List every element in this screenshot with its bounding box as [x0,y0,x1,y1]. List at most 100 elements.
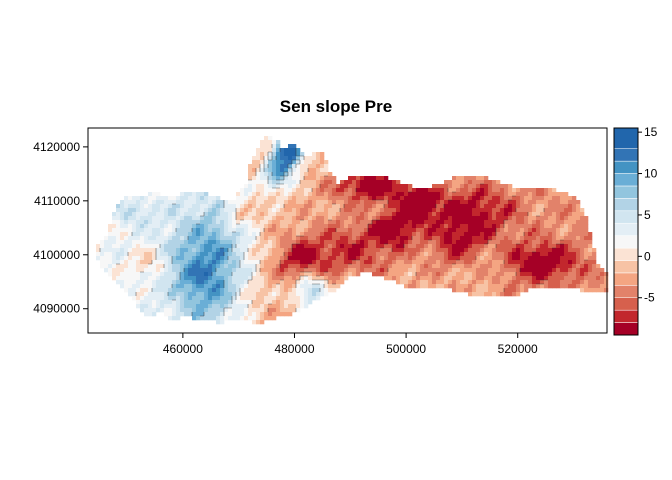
heat-cell [104,252,109,257]
heat-cell [396,228,401,233]
heat-cell [188,232,193,237]
heat-cell [156,208,161,213]
heat-cell [388,192,393,197]
heat-cell [584,240,589,245]
heat-cell [300,220,305,225]
heat-cell [572,244,577,249]
heat-cell [272,276,277,281]
heat-cell [500,244,505,249]
heat-cell [116,240,121,245]
heat-cell [236,276,241,281]
heat-cell [524,288,529,293]
heat-cell [508,232,513,237]
heat-cell [220,240,225,245]
heat-cell [464,188,469,193]
heat-cell [492,268,497,273]
heat-cell [556,204,561,209]
heat-cell [232,304,237,309]
heat-cell [236,264,241,269]
heat-cell [196,256,201,261]
heat-cell [296,208,301,213]
heat-cell [600,284,605,289]
heat-cell [252,276,257,281]
heat-cell [312,204,317,209]
heat-cell [160,216,165,221]
heat-cell [532,256,537,261]
heat-cell [232,284,237,289]
heat-cell [384,188,389,193]
heat-cell [468,208,473,213]
heat-cell [276,204,281,209]
heat-cell [340,208,345,213]
heat-cell [288,292,293,297]
heat-cell [480,188,485,193]
heat-cell [244,268,249,273]
heat-cell [192,268,197,273]
heat-cell [276,140,281,145]
heat-cell [428,212,433,217]
heat-cell [372,236,377,241]
heat-cell [332,232,337,237]
heat-cell [572,284,577,289]
heat-cell [284,312,289,317]
heat-cell [328,252,333,257]
heat-cell [272,256,277,261]
heat-cell [468,212,473,217]
heat-cell [460,180,465,185]
color-key-label: 10 [644,167,658,181]
heat-cell [180,236,185,241]
heat-cell [240,260,245,265]
heat-cell [516,220,521,225]
heat-cell [192,228,197,233]
heat-cell [520,268,525,273]
heat-cell [508,288,513,293]
heat-cell [200,232,205,237]
heat-cell [196,240,201,245]
heat-cell [252,292,257,297]
heat-cell [396,184,401,189]
heat-cell [264,316,269,321]
heat-cell [508,244,513,249]
heat-cell [436,228,441,233]
heat-cell [116,256,121,261]
heat-cell [432,248,437,253]
heat-cell [232,264,237,269]
heat-cell [432,184,437,189]
heat-cell [296,240,301,245]
heat-cell [412,236,417,241]
heat-cell [204,232,209,237]
heat-cell [244,272,249,277]
heat-cell [500,192,505,197]
heat-cell [504,256,509,261]
heat-cell [400,276,405,281]
heat-cell [260,260,265,265]
heat-cell [328,172,333,177]
heat-cell [376,264,381,269]
heat-cell [216,196,221,201]
heat-cell [424,196,429,201]
heat-cell [276,164,281,169]
heat-cell [164,232,169,237]
heat-cell [168,272,173,277]
heat-cell [240,312,245,317]
heat-cell [580,248,585,253]
heat-cell [300,260,305,265]
heat-cell [448,228,453,233]
x-tick-label: 500000 [386,342,426,356]
heat-cell [256,292,261,297]
heat-cell [504,188,509,193]
heat-cell [316,164,321,169]
heat-cell [224,284,229,289]
heat-cell [188,276,193,281]
heat-cell [528,228,533,233]
heat-cell [392,244,397,249]
heat-cell [276,208,281,213]
heat-cell [400,224,405,229]
heat-cell [312,228,317,233]
heat-cell [116,272,121,277]
heat-cell [476,256,481,261]
heat-cell [236,224,241,229]
heat-cell [340,260,345,265]
heat-cell [564,244,569,249]
heat-cell [460,188,465,193]
